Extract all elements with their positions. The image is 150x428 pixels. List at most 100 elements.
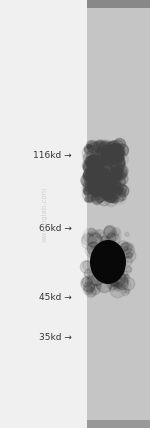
Circle shape <box>117 174 128 184</box>
Circle shape <box>84 173 90 179</box>
Circle shape <box>119 171 125 178</box>
Circle shape <box>83 228 98 243</box>
Circle shape <box>94 141 107 154</box>
Circle shape <box>108 232 118 241</box>
Circle shape <box>118 167 123 173</box>
Circle shape <box>90 145 95 150</box>
Circle shape <box>95 229 104 238</box>
Circle shape <box>85 188 94 197</box>
Circle shape <box>86 165 99 177</box>
Circle shape <box>89 246 102 259</box>
Circle shape <box>94 170 100 175</box>
Circle shape <box>98 163 108 173</box>
Circle shape <box>110 143 123 157</box>
Circle shape <box>86 160 93 168</box>
Circle shape <box>96 141 104 149</box>
Circle shape <box>95 180 100 186</box>
Circle shape <box>112 258 121 266</box>
Circle shape <box>112 143 115 147</box>
Circle shape <box>101 236 107 241</box>
Circle shape <box>111 250 123 262</box>
Circle shape <box>94 166 102 174</box>
Circle shape <box>107 166 115 174</box>
Circle shape <box>84 178 91 185</box>
Circle shape <box>92 187 97 193</box>
Circle shape <box>84 282 94 293</box>
Circle shape <box>91 165 99 172</box>
Circle shape <box>95 186 103 195</box>
Circle shape <box>107 141 121 154</box>
Circle shape <box>103 175 110 182</box>
Circle shape <box>94 172 97 175</box>
Circle shape <box>93 154 98 158</box>
Circle shape <box>116 157 125 166</box>
Circle shape <box>94 166 106 177</box>
Circle shape <box>96 277 112 293</box>
Circle shape <box>107 270 119 282</box>
Circle shape <box>86 287 96 297</box>
Circle shape <box>112 250 116 253</box>
Circle shape <box>101 237 110 246</box>
Circle shape <box>96 177 109 190</box>
Circle shape <box>98 149 105 157</box>
Circle shape <box>126 252 133 259</box>
Circle shape <box>93 162 102 171</box>
Circle shape <box>98 191 108 201</box>
Circle shape <box>101 192 108 199</box>
Circle shape <box>100 180 106 186</box>
Circle shape <box>95 181 108 195</box>
Circle shape <box>94 140 107 153</box>
Circle shape <box>99 177 105 183</box>
Circle shape <box>115 173 122 179</box>
Circle shape <box>113 185 124 196</box>
Circle shape <box>108 263 121 276</box>
Circle shape <box>92 193 95 197</box>
Circle shape <box>105 180 118 194</box>
Circle shape <box>100 171 107 177</box>
Circle shape <box>91 143 95 147</box>
Circle shape <box>84 189 91 196</box>
Circle shape <box>108 181 121 193</box>
Circle shape <box>114 177 119 182</box>
Circle shape <box>105 178 111 184</box>
Circle shape <box>127 244 133 250</box>
Circle shape <box>97 148 104 155</box>
Circle shape <box>102 153 116 166</box>
Circle shape <box>84 189 93 197</box>
Circle shape <box>88 185 95 191</box>
Circle shape <box>99 185 110 196</box>
Circle shape <box>100 178 108 187</box>
Circle shape <box>110 157 113 160</box>
Circle shape <box>85 156 94 166</box>
Circle shape <box>91 165 100 173</box>
Text: 66kd →: 66kd → <box>39 223 72 232</box>
Circle shape <box>82 147 94 159</box>
Circle shape <box>90 156 93 160</box>
Circle shape <box>89 232 94 237</box>
Circle shape <box>100 172 112 183</box>
Circle shape <box>86 157 90 161</box>
Circle shape <box>102 189 112 199</box>
Circle shape <box>97 161 104 167</box>
Circle shape <box>88 148 93 152</box>
Circle shape <box>105 158 108 161</box>
Circle shape <box>93 182 100 189</box>
Circle shape <box>94 185 97 189</box>
Circle shape <box>88 142 98 153</box>
Circle shape <box>100 145 111 156</box>
Circle shape <box>104 193 118 206</box>
Circle shape <box>113 167 125 178</box>
Circle shape <box>104 259 112 266</box>
Circle shape <box>93 166 101 175</box>
Circle shape <box>102 238 115 250</box>
Circle shape <box>104 226 115 237</box>
Circle shape <box>113 245 122 254</box>
Circle shape <box>100 243 111 254</box>
Circle shape <box>97 149 105 156</box>
Circle shape <box>108 163 122 176</box>
Circle shape <box>81 174 94 187</box>
Circle shape <box>120 243 132 254</box>
Circle shape <box>89 198 92 202</box>
Circle shape <box>121 151 124 155</box>
Circle shape <box>115 170 119 174</box>
